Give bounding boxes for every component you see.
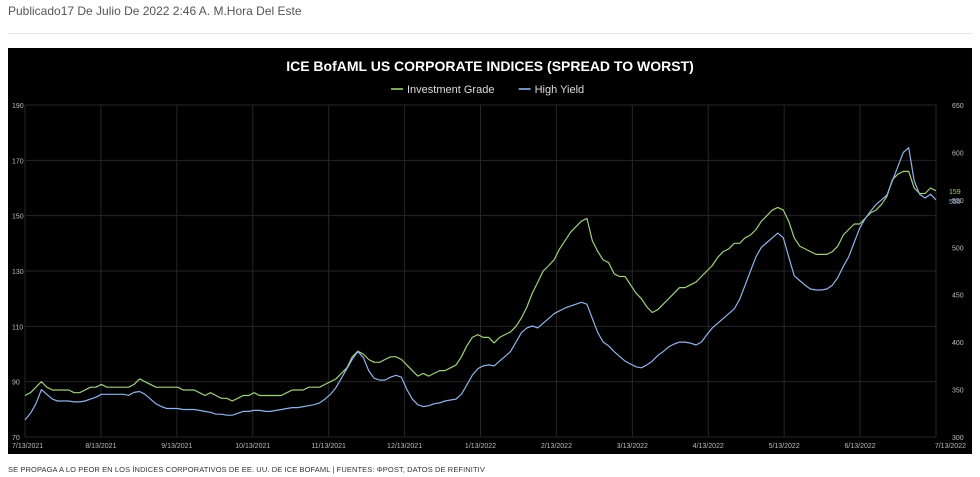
published-date: Publicado17 De Julio De 2022 2:46 A. M.H… — [8, 4, 302, 18]
y-right-tick-label: 600 — [952, 150, 964, 157]
chart-container: ICE BofAML US CORPORATE INDICES (SPREAD … — [8, 48, 972, 454]
x-tick-label: 11/13/2021 — [311, 443, 346, 450]
x-tick-label: 7/13/2022 — [935, 443, 966, 450]
y-right-tick-label: 500 — [952, 245, 964, 252]
y-left-tick-label: 130 — [12, 269, 24, 276]
y-right-tick-label: 350 — [952, 388, 964, 395]
x-tick-label: 10/13/2021 — [235, 443, 270, 450]
y-right-tick-label: 300 — [952, 435, 964, 442]
y-left-tick-label: 110 — [12, 324, 23, 331]
y-right-tick-label: 450 — [952, 293, 964, 300]
legend-label: Investment Grade — [407, 84, 494, 96]
source-caption: SE PROPAGA A LO PEOR EN LOS ÍNDICES CORP… — [8, 465, 485, 474]
y-left-tick-label: 70 — [12, 435, 20, 442]
chart-grid — [24, 104, 937, 438]
series-line-high-yield — [24, 147, 937, 421]
y-right-tick-label: 400 — [952, 340, 964, 347]
header-divider — [8, 33, 972, 34]
x-tick-label: 8/13/2021 — [85, 443, 116, 450]
chart-series — [24, 147, 937, 421]
x-tick-label: 3/13/2022 — [617, 443, 648, 450]
y-left-tick-label: 90 — [12, 380, 20, 387]
chart-legend: Investment Grade High Yield — [391, 84, 584, 96]
y-left-tick-label: 150 — [12, 214, 24, 221]
x-tick-label: 6/13/2022 — [845, 443, 876, 450]
y-right-tick-label: 650 — [952, 103, 964, 110]
series-line-investment-grade — [24, 170, 937, 402]
chart-axes: 7/13/2021 8/13/2021 9/13/2021 10/13/2021 11/… — [12, 103, 966, 450]
y-left-tick-label: 170 — [12, 158, 24, 165]
x-tick-label: 1/13/2022 — [465, 443, 496, 450]
x-tick-label: 5/13/2022 — [769, 443, 800, 450]
x-tick-label: 7/13/2021 — [12, 443, 43, 450]
x-tick-label: 9/13/2021 — [161, 443, 192, 450]
y-left-tick-label: 190 — [12, 103, 24, 110]
x-tick-label: 2/13/2022 — [541, 443, 572, 450]
legend-label: High Yield — [535, 84, 585, 96]
end-label-investment-grade: 159 — [949, 189, 961, 196]
end-label-high-yield: 550 — [949, 199, 961, 206]
x-tick-label: 12/13/2021 — [387, 443, 422, 450]
x-tick-label: 4/13/2022 — [693, 443, 724, 450]
spread-chart: ICE BofAML US CORPORATE INDICES (SPREAD … — [12, 58, 966, 450]
y-right-tick-label: 550 — [952, 198, 964, 205]
chart-title: ICE BofAML US CORPORATE INDICES (SPREAD … — [286, 58, 694, 74]
